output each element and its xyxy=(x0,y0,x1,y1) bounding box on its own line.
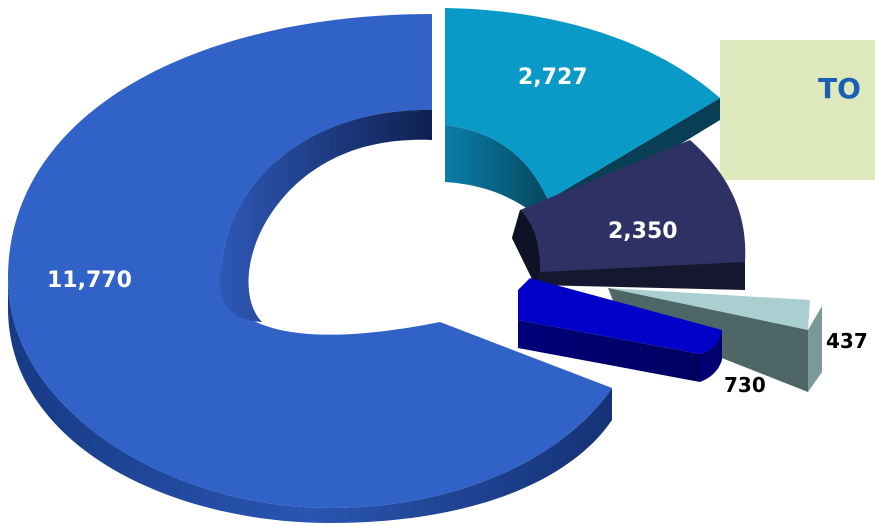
slice-730-end xyxy=(700,330,722,382)
data-label-437: 437 xyxy=(826,329,868,353)
slice-730-side xyxy=(518,320,700,382)
data-label-730: 730 xyxy=(724,373,766,397)
data-label-11770: 11,770 xyxy=(47,268,132,293)
slice-437-end xyxy=(808,306,822,392)
data-label-2350: 2,350 xyxy=(608,219,678,244)
data-label-2727: 2,727 xyxy=(518,65,588,90)
slice-730 xyxy=(518,278,722,382)
data-labels: 11,770 2,727 2,350 437 730 xyxy=(47,65,868,397)
slice-11770-hole-wall xyxy=(219,109,432,323)
slice-2350 xyxy=(512,140,746,290)
slice-2350-top xyxy=(520,140,746,272)
chart-title: TO xyxy=(818,72,861,105)
slice-11770 xyxy=(8,14,612,523)
slice-11770-top xyxy=(8,14,612,508)
title-box: TO xyxy=(720,40,875,180)
slice-437-top xyxy=(608,288,810,330)
slice-2727-side xyxy=(445,125,548,225)
slice-2727-top xyxy=(445,8,720,200)
slice-2350-shade xyxy=(512,210,540,285)
slice-730-top xyxy=(518,278,722,354)
